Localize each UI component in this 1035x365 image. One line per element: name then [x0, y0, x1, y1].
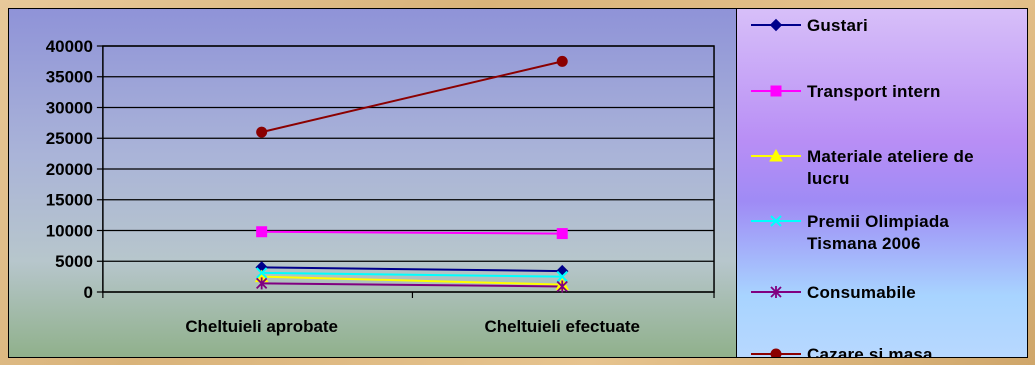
legend-marker-4 [770, 215, 782, 227]
y-tick-layer: 0 5000 10000 15000 20000 25000 30000 35000 40000 [46, 37, 93, 302]
x-tick-layer: Cheltuieli aprobate Cheltuieli efectuate [185, 317, 640, 336]
legend-marker-5 [770, 286, 782, 298]
legend-label-2-1: Transport intern [807, 82, 941, 101]
x-tick-label: Cheltuieli efectuate [484, 317, 639, 336]
legend-label-4-2: Tismana 2006 [807, 234, 921, 253]
series-5-point-1 [256, 277, 268, 290]
series-1-point-2 [556, 264, 569, 278]
legend-marker-6 [770, 348, 782, 357]
legend-panel: Gustari Transport intern Materiale atelier… [737, 9, 1027, 358]
axes-layer [96, 45, 715, 298]
y-tick-label: 20000 [46, 160, 93, 179]
legend-svg: Gustari Transport intern Materiale atelier… [751, 16, 974, 358]
series-line-4 [260, 271, 564, 278]
y-tick-label: 10000 [46, 221, 93, 240]
series-line-3 [260, 275, 564, 286]
legend-label-3-2: lucru [807, 169, 850, 188]
series-4-point-2 [556, 270, 568, 283]
legend-label-4-1: Premii Olimpiada [807, 212, 949, 231]
series-6-point-2 [556, 55, 568, 67]
series-2-point-1 [256, 226, 268, 238]
series-line-2 [260, 230, 564, 235]
plot-border [102, 45, 715, 293]
y-tick-label: 5000 [55, 252, 93, 271]
series-line-1 [260, 266, 564, 273]
legend-label-3-1: Materiale ateliere de [807, 147, 974, 166]
series-6-point-1 [256, 126, 268, 138]
legend-label-5-1: Consumabile [807, 283, 916, 302]
legend-marker-2 [770, 85, 782, 97]
legend-label-1-1: Gustari [807, 16, 868, 35]
series-line-6 [260, 60, 564, 134]
series-5-point-2 [556, 280, 568, 293]
chart-frame: 0 5000 10000 15000 20000 25000 30000 35000 40000… [8, 8, 1028, 358]
y-tick-label: 15000 [46, 191, 93, 210]
y-tick-label: 40000 [46, 37, 93, 56]
legend-marker-1 [769, 18, 783, 32]
x-tick-label: Cheltuieli aprobate [185, 317, 338, 336]
series-2-point-2 [556, 228, 568, 240]
grid-layer [102, 45, 715, 293]
y-tick-label: 35000 [46, 68, 93, 87]
y-tick-label: 0 [83, 283, 92, 302]
y-tick-label: 30000 [46, 98, 93, 117]
legend-label-6-1: Cazare si masa [807, 345, 933, 358]
series-line-5 [260, 282, 564, 288]
plot-panel: 0 5000 10000 15000 20000 25000 30000 35000 40000… [9, 9, 737, 357]
legend-marker-3 [769, 148, 783, 162]
series-layer [260, 60, 564, 288]
marker-layer [254, 55, 570, 293]
legend-layer: Gustari Transport intern Materiale atelier… [751, 16, 974, 358]
plot-svg: 0 5000 10000 15000 20000 25000 30000 35000 40000… [46, 37, 715, 336]
y-tick-label: 25000 [46, 129, 93, 148]
series-4-point-1 [255, 267, 268, 279]
